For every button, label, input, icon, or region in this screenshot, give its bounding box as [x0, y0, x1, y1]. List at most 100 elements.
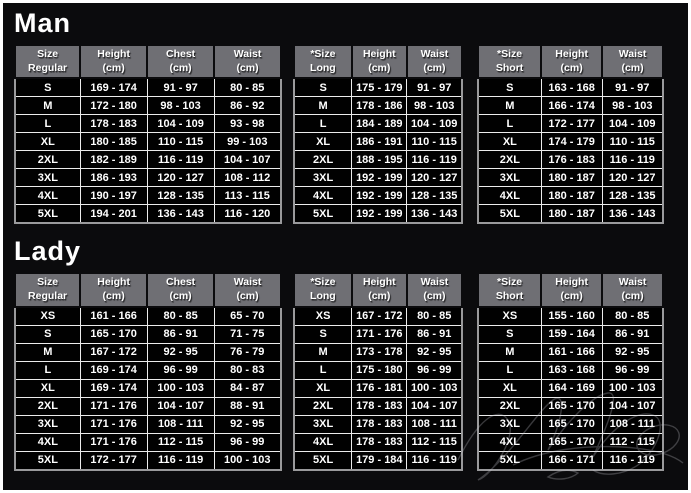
- range-cell: 80 - 85: [406, 306, 463, 326]
- range-cell: 163 - 168: [540, 77, 603, 98]
- size-cell: M: [477, 96, 542, 116]
- range-cell: 169 - 174: [79, 77, 148, 98]
- table-row: XL 174 - 179 110 - 115: [477, 132, 664, 152]
- range-cell: 104 - 109: [406, 114, 463, 134]
- range-cell: 110 - 115: [406, 132, 463, 152]
- table-row: L 169 - 174 96 - 99 80 - 83: [14, 360, 282, 380]
- header-row: Size Regular Height (cm) Chest (cm) Waist (cm): [13, 272, 282, 308]
- column-header: Height (cm): [79, 272, 149, 308]
- range-cell: 161 - 166: [79, 306, 148, 326]
- size-cell: S: [477, 324, 542, 344]
- range-cell: 171 - 176: [79, 396, 148, 416]
- table-row: XL 169 - 174 100 - 103 84 - 87: [14, 378, 282, 398]
- range-cell: 186 - 191: [351, 132, 408, 152]
- range-cell: 192 - 199: [351, 168, 408, 188]
- size-cell: 3XL: [477, 168, 542, 188]
- table-row: XL 176 - 181 100 - 103: [293, 378, 463, 398]
- range-cell: 80 - 83: [213, 360, 282, 380]
- lady-tables-row: Size Regular Height (cm) Chest (cm) Waist (cm) X…: [13, 272, 688, 471]
- size-cell: 5XL: [477, 204, 542, 224]
- table-row: 4XL 192 - 199 128 - 135: [293, 186, 463, 206]
- size-cell: M: [477, 342, 542, 362]
- range-cell: 136 - 143: [601, 204, 664, 224]
- range-cell: 173 - 178: [351, 342, 408, 362]
- size-cell: S: [293, 77, 353, 98]
- column-header: Chest (cm): [146, 43, 216, 80]
- range-cell: 88 - 91: [213, 396, 282, 416]
- size-cell: S: [14, 77, 81, 98]
- range-cell: 71 - 75: [213, 324, 282, 344]
- size-cell: 4XL: [477, 432, 542, 452]
- column-header: *Size Short: [476, 272, 543, 308]
- column-header: Height (cm): [350, 272, 408, 308]
- column-header: *Size Short: [476, 43, 543, 80]
- range-cell: 178 - 183: [351, 396, 408, 416]
- size-cell: 2XL: [14, 396, 81, 416]
- range-cell: 194 - 201: [79, 204, 148, 224]
- column-header: *Size Long: [293, 43, 353, 80]
- lady-long-size-table: *Size Long Height (cm) Waist (cm) XS 167 - 172 8…: [293, 272, 464, 471]
- man-section-title: Man: [14, 8, 71, 38]
- range-cell: 176 - 183: [540, 150, 603, 170]
- table-row: 3XL 178 - 183 108 - 111: [293, 414, 463, 434]
- table-row: S 169 - 174 91 - 97 80 - 85: [14, 77, 282, 98]
- range-cell: 182 - 189: [79, 150, 148, 170]
- range-cell: 128 - 135: [406, 186, 463, 206]
- range-cell: 169 - 174: [79, 378, 148, 398]
- table-row: XL 186 - 191 110 - 115: [293, 132, 463, 152]
- range-cell: 84 - 87: [213, 378, 282, 398]
- range-cell: 86 - 91: [406, 324, 463, 344]
- range-cell: 100 - 103: [146, 378, 215, 398]
- range-cell: 186 - 193: [79, 168, 148, 188]
- table-row: 2XL 188 - 195 116 - 119: [293, 150, 463, 170]
- range-cell: 98 - 103: [601, 96, 664, 116]
- range-cell: 91 - 97: [406, 77, 463, 98]
- size-cell: 3XL: [14, 414, 81, 434]
- column-header: Waist (cm): [405, 43, 464, 80]
- size-cell: 3XL: [14, 168, 81, 188]
- size-cell: L: [14, 114, 81, 134]
- size-cell: 4XL: [14, 432, 81, 452]
- size-cell: M: [14, 96, 81, 116]
- range-cell: 104 - 107: [213, 150, 282, 170]
- table-row: 2XL 182 - 189 116 - 119 104 - 107: [14, 150, 282, 170]
- range-cell: 120 - 127: [601, 168, 664, 188]
- column-header: Waist (cm): [601, 43, 664, 80]
- table-row: XS 155 - 160 80 - 85: [477, 306, 664, 326]
- range-cell: 190 - 197: [79, 186, 148, 206]
- table-row: 3XL 165 - 170 108 - 111: [477, 414, 664, 434]
- range-cell: 165 - 170: [540, 414, 603, 434]
- range-cell: 98 - 103: [146, 96, 215, 116]
- range-cell: 171 - 176: [351, 324, 408, 344]
- range-cell: 128 - 135: [601, 186, 664, 206]
- size-cell: L: [477, 114, 542, 134]
- table-row: 2XL 178 - 183 104 - 107: [293, 396, 463, 416]
- range-cell: 179 - 184: [351, 450, 408, 471]
- table-row: M 178 - 186 98 - 103: [293, 96, 463, 116]
- range-cell: 110 - 115: [146, 132, 215, 152]
- header-row: *Size Long Height (cm) Waist (cm): [293, 272, 464, 308]
- table-row: 3XL 180 - 187 120 - 127: [477, 168, 664, 188]
- range-cell: 104 - 109: [601, 114, 664, 134]
- range-cell: 176 - 181: [351, 378, 408, 398]
- table-row: 4XL 190 - 197 128 - 135 113 - 115: [14, 186, 282, 206]
- man-short-size-table: *Size Short Height (cm) Waist (cm) S 163 - 168 9…: [476, 43, 664, 225]
- header-row: *Size Short Height (cm) Waist (cm): [476, 272, 664, 308]
- range-cell: 180 - 187: [540, 204, 603, 224]
- size-cell: 5XL: [293, 450, 353, 471]
- range-cell: 104 - 107: [406, 396, 463, 416]
- range-cell: 96 - 99: [213, 432, 282, 452]
- table-row: L 178 - 183 104 - 109 93 - 98: [14, 114, 282, 134]
- range-cell: 192 - 199: [351, 204, 408, 224]
- range-cell: 116 - 119: [406, 450, 463, 471]
- table-row: 3XL 186 - 193 120 - 127 108 - 112: [14, 168, 282, 188]
- range-cell: 120 - 127: [406, 168, 463, 188]
- table-row: 4XL 180 - 187 128 - 135: [477, 186, 664, 206]
- range-cell: 128 - 135: [146, 186, 215, 206]
- range-cell: 100 - 103: [213, 450, 282, 471]
- range-cell: 180 - 187: [540, 168, 603, 188]
- size-cell: L: [14, 360, 81, 380]
- range-cell: 108 - 111: [146, 414, 215, 434]
- range-cell: 104 - 107: [146, 396, 215, 416]
- column-header: Chest (cm): [146, 272, 216, 308]
